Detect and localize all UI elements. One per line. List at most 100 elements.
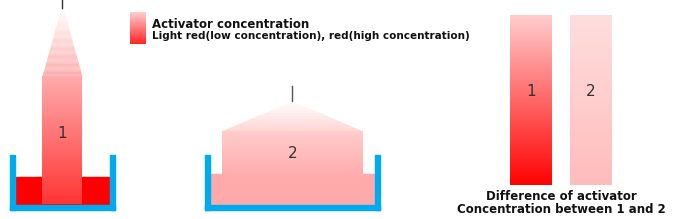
- Bar: [510, 27, 552, 29]
- Bar: [570, 64, 612, 66]
- Bar: [222, 146, 363, 147]
- Bar: [510, 58, 552, 60]
- Polygon shape: [52, 41, 73, 42]
- Bar: [510, 127, 552, 129]
- Bar: [42, 201, 83, 204]
- Bar: [42, 110, 83, 113]
- Bar: [570, 171, 612, 173]
- Polygon shape: [254, 117, 331, 118]
- Bar: [42, 151, 83, 153]
- Bar: [510, 134, 552, 136]
- Bar: [222, 144, 363, 145]
- Bar: [510, 146, 552, 148]
- Bar: [130, 23, 146, 24]
- Polygon shape: [277, 107, 308, 108]
- Bar: [222, 154, 363, 155]
- Bar: [570, 131, 612, 132]
- Polygon shape: [226, 129, 359, 130]
- Bar: [510, 173, 552, 175]
- Bar: [510, 112, 552, 114]
- Polygon shape: [48, 55, 77, 56]
- Bar: [222, 133, 363, 134]
- Bar: [130, 21, 146, 22]
- Polygon shape: [278, 106, 307, 107]
- Bar: [130, 22, 146, 23]
- Bar: [570, 168, 612, 170]
- Bar: [222, 171, 363, 172]
- Bar: [510, 161, 552, 163]
- Bar: [510, 34, 552, 36]
- Bar: [222, 150, 363, 151]
- Polygon shape: [51, 47, 74, 48]
- Bar: [510, 76, 552, 78]
- Bar: [510, 170, 552, 172]
- Bar: [42, 102, 83, 104]
- Polygon shape: [224, 130, 361, 131]
- Bar: [570, 134, 612, 136]
- Polygon shape: [53, 37, 71, 38]
- Polygon shape: [45, 66, 80, 67]
- Bar: [570, 178, 612, 180]
- Bar: [570, 108, 612, 111]
- Bar: [222, 166, 363, 168]
- Bar: [510, 88, 552, 90]
- Bar: [510, 66, 552, 68]
- Bar: [570, 143, 612, 145]
- Bar: [570, 129, 612, 131]
- Bar: [570, 148, 612, 150]
- Bar: [510, 17, 552, 19]
- Bar: [510, 56, 552, 58]
- Polygon shape: [287, 103, 298, 104]
- Polygon shape: [45, 65, 80, 66]
- Polygon shape: [58, 21, 67, 22]
- Polygon shape: [245, 121, 340, 122]
- Bar: [130, 13, 146, 14]
- Bar: [222, 141, 363, 142]
- Bar: [570, 153, 612, 155]
- Bar: [222, 170, 363, 171]
- Polygon shape: [51, 42, 74, 43]
- Bar: [375, 155, 380, 210]
- Bar: [42, 187, 83, 189]
- Bar: [570, 76, 612, 78]
- Bar: [130, 38, 146, 39]
- Polygon shape: [46, 62, 78, 63]
- Bar: [42, 176, 83, 178]
- Bar: [570, 115, 612, 117]
- Bar: [570, 182, 612, 184]
- Polygon shape: [59, 15, 66, 16]
- Bar: [570, 137, 612, 140]
- Bar: [570, 61, 612, 63]
- Polygon shape: [48, 57, 78, 58]
- Polygon shape: [60, 11, 65, 12]
- Bar: [570, 144, 612, 146]
- Bar: [130, 32, 146, 33]
- Bar: [570, 78, 612, 80]
- Polygon shape: [58, 18, 67, 19]
- Bar: [510, 143, 552, 145]
- Polygon shape: [50, 48, 75, 49]
- Bar: [222, 147, 363, 148]
- Bar: [510, 51, 552, 53]
- Bar: [570, 93, 612, 95]
- Polygon shape: [46, 60, 78, 62]
- Bar: [570, 66, 612, 68]
- Bar: [222, 163, 363, 164]
- Bar: [510, 78, 552, 80]
- Polygon shape: [273, 109, 312, 110]
- Bar: [570, 87, 612, 88]
- Bar: [42, 87, 83, 90]
- Bar: [570, 15, 612, 17]
- Bar: [510, 153, 552, 155]
- Bar: [222, 162, 363, 163]
- Bar: [42, 89, 83, 92]
- Bar: [222, 164, 363, 165]
- Bar: [42, 81, 83, 83]
- Bar: [570, 17, 612, 19]
- Bar: [510, 114, 552, 116]
- Bar: [130, 39, 146, 40]
- Polygon shape: [60, 12, 65, 14]
- Bar: [510, 59, 552, 61]
- Bar: [222, 148, 363, 149]
- Bar: [510, 49, 552, 51]
